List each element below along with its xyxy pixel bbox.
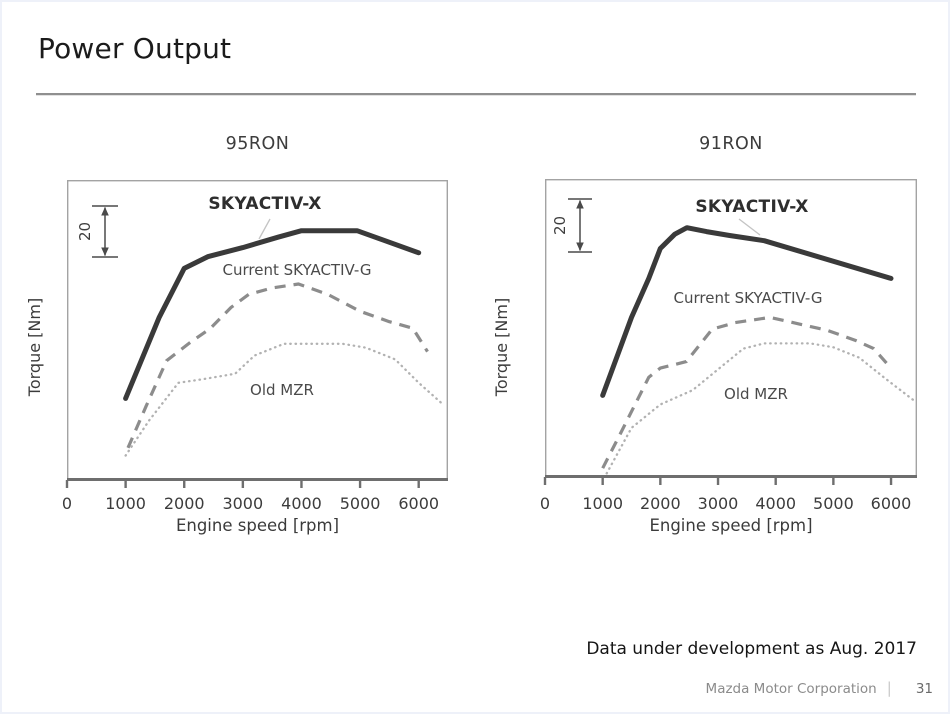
curve-solid-thick	[600, 225, 894, 398]
plot-frame	[544, 178, 918, 479]
label-leader-line	[258, 218, 271, 240]
scale-arrowhead-up	[101, 207, 109, 216]
x-axis-ticks: 0 1000 2000 3000 4000 5000 6000	[540, 494, 917, 516]
x-axis-label: Engine speed [rpm]	[649, 516, 813, 535]
footer-note: Data under development as Aug. 2017	[586, 639, 917, 659]
x-axis-ticks: 0 1000 2000 3000 4000 5000 6000	[62, 494, 448, 516]
page-title: Power Output	[38, 32, 232, 65]
x-tick-label: 2000	[639, 494, 681, 513]
chart-95ron: 95RON Torque [Nm] 20 SKYACTIV-X Current S…	[22, 132, 467, 562]
curve-dotted	[605, 342, 916, 475]
plot-91ron: 20	[543, 178, 918, 485]
footer-meta: Mazda Motor Corporation | 31	[706, 679, 933, 697]
x-tick-label: 4000	[755, 494, 797, 513]
x-axis-label: Engine speed [rpm]	[175, 516, 340, 535]
x-tick-label: 1000	[105, 494, 146, 513]
chart-91ron: 91RON Torque [Nm] 20 SKYACTIV-X Current S…	[492, 132, 945, 562]
footer-company: Mazda Motor Corporation	[705, 681, 877, 697]
x-tick-label: 2000	[163, 494, 205, 513]
curve-dashed	[601, 315, 893, 469]
scale-arrowhead-down	[101, 247, 109, 256]
x-tick-label: 1000	[582, 494, 624, 513]
chart-title-91ron: 91RON	[699, 134, 763, 154]
label-leader-line	[738, 218, 761, 236]
title-divider	[36, 93, 916, 96]
x-tick-label: 0	[61, 494, 73, 513]
y-axis-label: Torque [Nm]	[492, 297, 511, 397]
curve-dotted	[124, 342, 444, 457]
x-tick-label: 3000	[222, 494, 264, 513]
chart-title-95ron: 95RON	[225, 134, 290, 154]
y-axis-label: Torque [Nm]	[25, 297, 44, 397]
x-tick-label: 6000	[870, 494, 912, 513]
x-tick-label: 6000	[398, 494, 440, 513]
plot-frame	[66, 179, 449, 482]
page-number: 31	[915, 681, 933, 697]
x-tick-label: 0	[539, 494, 551, 513]
x-tick-label: 3000	[697, 494, 739, 513]
scale-bar-value: 20	[551, 216, 569, 235]
footer-separator: |	[886, 679, 892, 697]
x-tick-label: 5000	[813, 494, 854, 513]
plot-95ron: 20	[65, 179, 449, 488]
scale-bar-value: 20	[76, 222, 94, 241]
curve-solid-thick	[123, 228, 422, 401]
x-tick-label: 5000	[339, 494, 381, 513]
curve-dashed	[126, 282, 429, 449]
x-tick-label: 4000	[281, 494, 322, 513]
scale-arrowhead-up	[576, 200, 584, 209]
scale-arrowhead-down	[576, 242, 584, 251]
